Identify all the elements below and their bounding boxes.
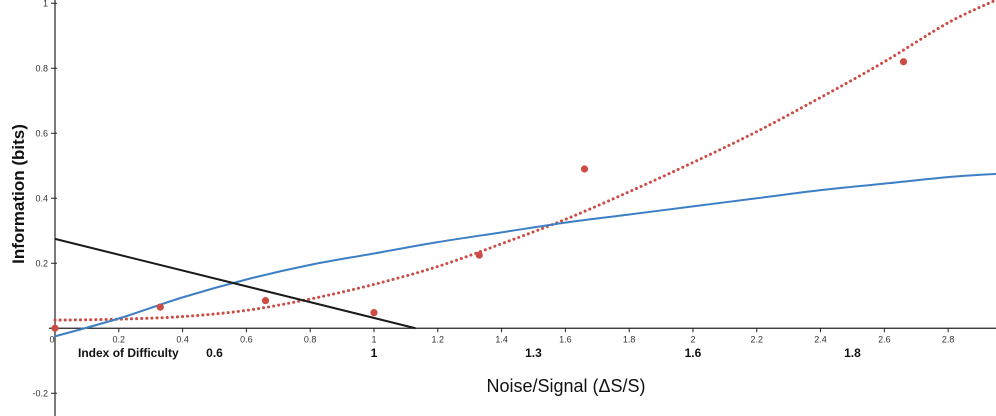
ticks-group: 0 0.2 0.4 0.6 0.8 1 1.2 1.4 1.6 1.8 2 2.2 2.4 2.6 2.8 -… — [32, 0, 954, 398]
x-tick-label: 2.8 — [942, 334, 955, 344]
data-point — [475, 251, 483, 259]
x-tick-label: 1.6 — [559, 334, 572, 344]
difficulty-value: 1.6 — [685, 346, 702, 360]
x-tick-label: 0.8 — [304, 334, 317, 344]
trend-dotted-curve — [53, 0, 996, 322]
x-tick-label: 2.4 — [814, 334, 827, 344]
y-tick-label: 0.8 — [35, 63, 48, 73]
fit-black-line — [54, 237, 416, 330]
fit-blue-curve — [54, 172, 996, 338]
data-point — [370, 309, 378, 317]
data-point — [899, 58, 908, 66]
x-tick-label: 0.6 — [240, 334, 253, 344]
y-tick-label: -0.2 — [32, 388, 48, 398]
y-tick-label: 0.4 — [35, 193, 48, 203]
x-tick-label: 0 — [49, 334, 54, 344]
x-tick-label: 2 — [690, 334, 695, 344]
y-axis-title: Information (bits) — [9, 124, 28, 264]
difficulty-value: 1.3 — [525, 346, 542, 360]
data-point — [156, 303, 164, 311]
x-tick-label: 1.4 — [495, 334, 508, 344]
x-tick-label: 1 — [371, 334, 376, 344]
difficulty-value: 1 — [371, 346, 378, 360]
y-tick-label: 1 — [43, 0, 48, 8]
x-tick-label: 1.8 — [623, 334, 636, 344]
difficulty-value: 0.6 — [206, 346, 223, 360]
difficulty-label: Index of Difficulty — [78, 346, 179, 360]
annotations-group: Index of Difficulty 0.6 1 1.3 1.6 1.8 — [78, 346, 861, 360]
points-group — [51, 58, 908, 332]
x-tick-label: 1.2 — [432, 334, 445, 344]
x-tick-label: 2.2 — [751, 334, 764, 344]
series-group — [53, 0, 996, 338]
x-tick-label: 0.2 — [113, 334, 126, 344]
y-tick-label: 0.6 — [35, 128, 48, 138]
x-tick-label: 2.6 — [878, 334, 891, 344]
y-tick-label: 0.2 — [35, 258, 48, 268]
axes-group — [49, 0, 996, 416]
data-point — [261, 297, 270, 305]
x-tick-label: 0.4 — [176, 334, 189, 344]
difficulty-value: 1.8 — [844, 346, 861, 360]
data-point — [580, 165, 589, 173]
x-axis-title: Noise/Signal (ΔS/S) — [486, 376, 645, 396]
data-point — [51, 324, 59, 332]
